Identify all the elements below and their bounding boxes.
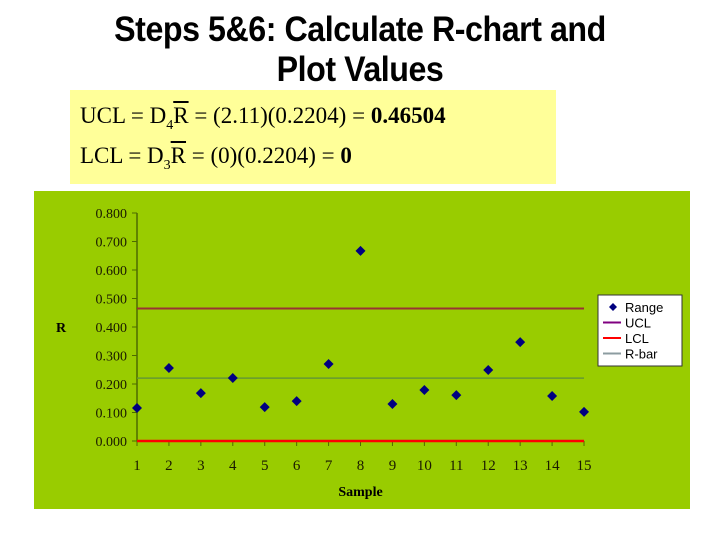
x-tick-label: 4 xyxy=(229,458,237,474)
legend-label: LCL xyxy=(625,331,649,346)
range-marker xyxy=(355,245,366,256)
x-tick-label: 14 xyxy=(545,458,561,474)
range-marker xyxy=(419,384,430,395)
y-tick-label: 0.000 xyxy=(96,435,128,450)
range-marker xyxy=(547,390,558,401)
x-tick-label: 7 xyxy=(325,458,333,474)
range-marker xyxy=(579,406,590,417)
lcl-subscript: 3 xyxy=(163,158,171,173)
range-marker xyxy=(195,388,206,399)
ucl-lhs: UCL = D xyxy=(80,103,167,128)
y-tick-label: 0.300 xyxy=(96,350,128,365)
x-axis-label: Sample xyxy=(338,485,382,500)
ucl-result: 0.46504 xyxy=(370,103,446,128)
y-tick-label: 0.400 xyxy=(96,321,128,336)
r-chart: 0.000 0.100 0.200 0.300 0.400 0.500 0.600 0.700… xyxy=(56,207,683,500)
y-tick-label: 0.100 xyxy=(96,407,128,422)
x-tick-label: 5 xyxy=(261,458,269,474)
slide-title: Steps 5&6: Calculate R-chart and Plot Va… xyxy=(29,10,691,90)
ucl-rhs: = (2.11)(0.2204) = xyxy=(188,103,371,128)
y-tick-label: 0.500 xyxy=(96,293,128,308)
x-tick-label: 15 xyxy=(577,458,592,474)
range-marker xyxy=(515,337,526,348)
x-tick-label: 10 xyxy=(417,458,432,474)
y-tick-label: 0.600 xyxy=(96,264,128,279)
lcl-rbar: R xyxy=(170,143,187,168)
x-tick-label: 13 xyxy=(513,458,528,474)
legend-label: UCL xyxy=(625,316,651,331)
y-tick-label: 0.200 xyxy=(96,378,128,393)
slide-title-line-1: Steps 5&6: Calculate R-chart and xyxy=(114,10,606,49)
ucl-formula: UCL = D4R = (2.11)(0.2204) = 0.46504 xyxy=(80,96,546,136)
lcl-rhs: = (0)(0.2204) = xyxy=(186,143,341,168)
lcl-formula: LCL = D3R = (0)(0.2204) = 0 xyxy=(80,136,546,176)
x-tick-label: 2 xyxy=(165,458,173,474)
range-marker xyxy=(387,398,398,409)
legend-range-icon xyxy=(609,303,617,311)
x-tick-label: 11 xyxy=(449,458,463,474)
x-tick-label: 12 xyxy=(481,458,496,474)
x-tick-label: 6 xyxy=(293,458,301,474)
range-marker xyxy=(163,363,174,374)
x-tick-label: 8 xyxy=(357,458,365,474)
range-marker xyxy=(132,402,142,413)
range-marker xyxy=(227,373,238,384)
ucl-subscript: 4 xyxy=(166,118,174,133)
x-tick-label: 3 xyxy=(197,458,205,474)
legend-label: R-bar xyxy=(625,347,658,362)
r-chart-panel: 0.000 0.100 0.200 0.300 0.400 0.500 0.600 0.700… xyxy=(34,191,690,509)
range-marker xyxy=(483,365,494,376)
y-tick-label: 0.700 xyxy=(96,236,128,251)
lcl-result: 0 xyxy=(340,143,352,168)
range-marker xyxy=(323,359,334,370)
slide-title-line-2: Plot Values xyxy=(276,50,444,89)
range-marker xyxy=(291,396,302,407)
formula-box: UCL = D4R = (2.11)(0.2204) = 0.46504 LCL… xyxy=(70,90,556,184)
lcl-lhs: LCL = D xyxy=(80,143,164,168)
y-axis-label: R xyxy=(56,321,67,336)
ucl-rbar: R xyxy=(173,103,189,128)
range-marker xyxy=(451,390,462,401)
legend-label: Range xyxy=(625,300,663,315)
range-marker xyxy=(259,402,270,413)
x-tick-label: 1 xyxy=(133,458,141,474)
y-tick-label: 0.800 xyxy=(96,207,128,222)
x-tick-label: 9 xyxy=(389,458,397,474)
